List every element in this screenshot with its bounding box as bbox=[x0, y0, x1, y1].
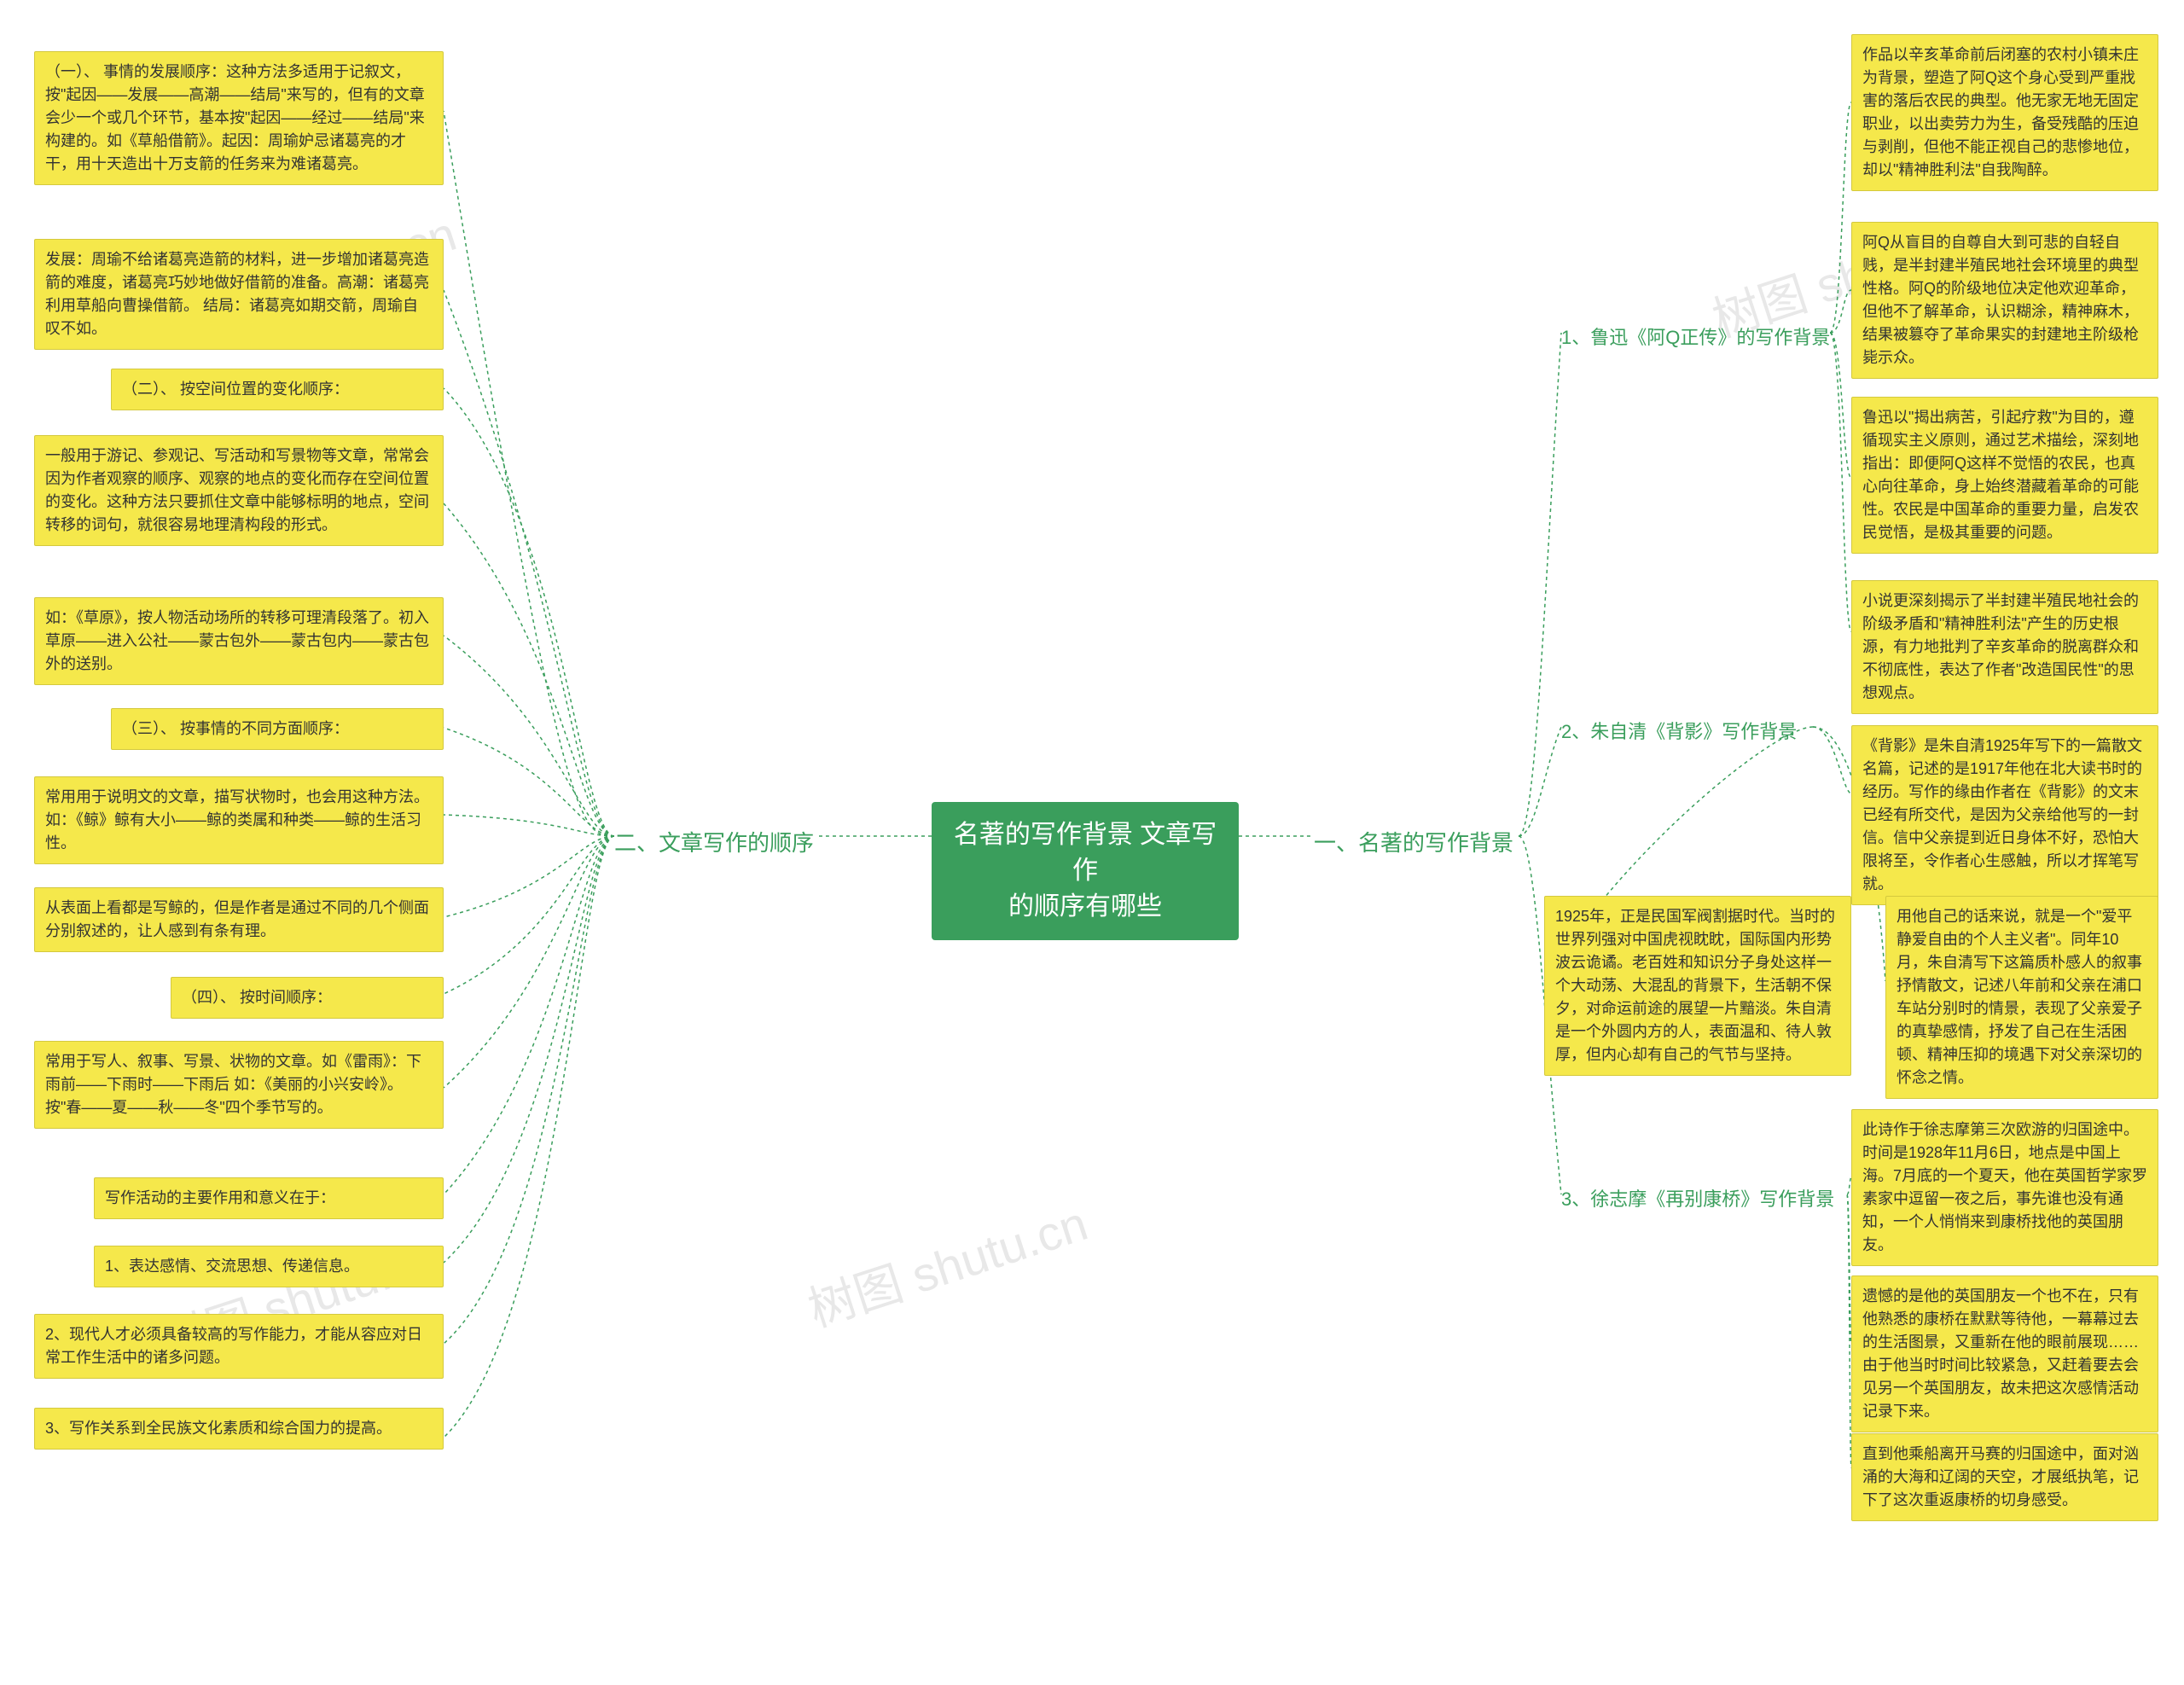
leaf-left-8: （四）、 按时间顺序： bbox=[171, 977, 444, 1019]
sub-branch-zhuziqing: 2、朱自清《背影》写作背景 bbox=[1561, 717, 1797, 744]
leaf-left-11: 1、表达感情、交流思想、传递信息。 bbox=[94, 1246, 444, 1287]
root-title-line2: 的顺序有哪些 bbox=[1008, 892, 1162, 921]
leaf-right-5: 1925年，正是民国军阀割据时代。当时的世界列强对中国虎视眈眈，国际国内形势波云… bbox=[1544, 896, 1851, 1076]
leaf-right-0: 作品以辛亥革命前后闭塞的农村小镇未庄为背景，塑造了阿Q这个身心受到严重戕害的落后… bbox=[1851, 34, 2158, 191]
root-node: 名著的写作背景 文章写作 的顺序有哪些 bbox=[932, 802, 1239, 940]
sub-branch-xuzhimo: 3、徐志摩《再别康桥》写作背景 bbox=[1561, 1184, 1834, 1211]
leaf-left-2: （二）、 按空间位置的变化顺序： bbox=[111, 369, 444, 410]
leaf-left-3: 一般用于游记、参观记、写活动和写景物等文章，常常会因为作者观察的顺序、观察的地点… bbox=[34, 435, 444, 546]
main-branch-left: 二、文章写作的顺序 bbox=[614, 826, 814, 857]
watermark: 树图 shutu.cn bbox=[799, 1186, 1095, 1341]
leaf-left-12: 2、现代人才必须具备较高的写作能力，才能从容应对日常工作生活中的诸多问题。 bbox=[34, 1314, 444, 1379]
leaf-left-0: （一）、 事情的发展顺序：这种方法多适用于记叙文，按"起因——发展——高潮——结… bbox=[34, 51, 444, 185]
leaf-left-7: 从表面上看都是写鲸的，但是作者是通过不同的几个侧面分别叙述的，让人感到有条有理。 bbox=[34, 887, 444, 952]
leaf-left-1: 发展：周瑜不给诸葛亮造箭的材料，进一步增加诸葛亮造箭的难度，诸葛亮巧妙地做好借箭… bbox=[34, 239, 444, 350]
root-title-line1: 名著的写作背景 文章写作 bbox=[954, 821, 1217, 885]
leaf-right-9: 直到他乘船离开马赛的归国途中，面对汹涌的大海和辽阔的天空，才展纸执笔，记下了这次… bbox=[1851, 1433, 2158, 1521]
leaf-right-7: 此诗作于徐志摩第三次欧游的归国途中。时间是1928年11月6日，地点是中国上海。… bbox=[1851, 1109, 2158, 1266]
leaf-left-13: 3、写作关系到全民族文化素质和综合国力的提高。 bbox=[34, 1408, 444, 1450]
main-branch-right: 一、名著的写作背景 bbox=[1314, 826, 1513, 857]
leaf-right-4: 《背影》是朱自清1925年写下的一篇散文名篇，记述的是1917年他在北大读书时的… bbox=[1851, 725, 2158, 905]
leaf-left-10: 写作活动的主要作用和意义在于： bbox=[94, 1177, 444, 1219]
leaf-right-2: 鲁迅以"揭出病苦，引起疗救"为目的，遵循现实主义原则，通过艺术描绘，深刻地指出：… bbox=[1851, 397, 2158, 554]
leaf-right-1: 阿Q从盲目的自尊自大到可悲的自轻自贱，是半封建半殖民地社会环境里的典型性格。阿Q… bbox=[1851, 222, 2158, 379]
leaf-right-8: 遗憾的是他的英国朋友一个也不在，只有他熟悉的康桥在默默等待他，一幕幕过去的生活图… bbox=[1851, 1275, 2158, 1432]
leaf-left-4: 如：《草原》，按人物活动场所的转移可理清段落了。初入草原——进入公社——蒙古包外… bbox=[34, 597, 444, 685]
leaf-left-9: 常用于写人、叙事、写景、状物的文章。如《雷雨》：下雨前——下雨时——下雨后 如：… bbox=[34, 1041, 444, 1129]
leaf-left-5: （三）、 按事情的不同方面顺序： bbox=[111, 708, 444, 750]
sub-branch-luxun: 1、鲁迅《阿Q正传》的写作背景 bbox=[1561, 322, 1830, 350]
leaf-left-6: 常用用于说明文的文章，描写状物时，也会用这种方法。如：《鲸》鲸有大小——鲸的类属… bbox=[34, 776, 444, 864]
leaf-right-3: 小说更深刻揭示了半封建半殖民地社会的阶级矛盾和"精神胜利法"产生的历史根源，有力… bbox=[1851, 580, 2158, 714]
leaf-right-6: 用他自己的话来说，就是一个"爱平静爱自由的个人主义者"。同年10月，朱自清写下这… bbox=[1885, 896, 2158, 1099]
